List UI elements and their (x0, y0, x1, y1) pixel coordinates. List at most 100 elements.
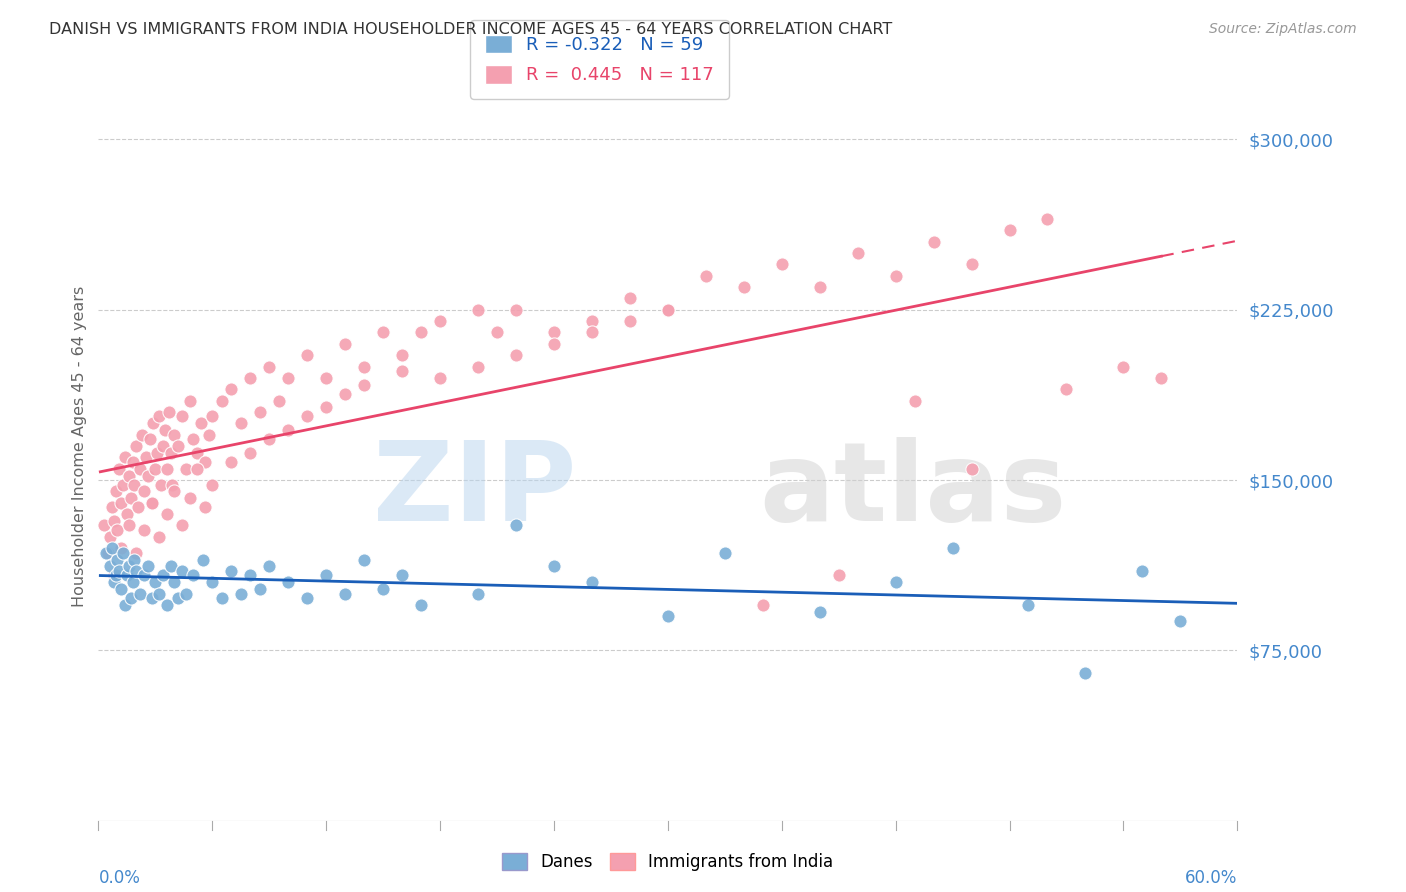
Point (112, 546, 135, 560)
Point (157, 405, 180, 419)
Point (107, 552, 129, 566)
Point (808, 605, 831, 619)
Point (146, 446, 169, 460)
Point (100, 541, 122, 556)
Point (211, 591, 233, 606)
Point (335, 586, 357, 600)
Point (221, 382, 243, 396)
Point (124, 552, 146, 566)
Point (110, 496, 132, 510)
Point (120, 591, 142, 606)
Point (110, 582, 132, 596)
Point (353, 377, 375, 392)
Point (136, 468, 159, 483)
Text: DANISH VS IMMIGRANTS FROM INDIA HOUSEHOLDER INCOME AGES 45 - 64 YEARS CORRELATIO: DANISH VS IMMIGRANTS FROM INDIA HOUSEHOL… (49, 22, 893, 37)
Point (353, 552, 375, 566)
Point (201, 409, 224, 424)
Point (249, 582, 271, 596)
Point (152, 568, 174, 582)
Point (159, 559, 181, 574)
Point (103, 575, 125, 590)
Point (249, 405, 271, 419)
Point (239, 371, 262, 385)
Point (1074, 666, 1097, 681)
Point (163, 575, 186, 590)
Point (114, 450, 136, 465)
Point (159, 446, 181, 460)
Point (467, 302, 489, 317)
Point (107, 523, 129, 537)
Point (98, 530, 121, 544)
Point (186, 461, 208, 475)
Point (156, 461, 179, 475)
Text: atlas: atlas (759, 437, 1066, 544)
Point (277, 371, 299, 385)
Point (960, 257, 983, 271)
Text: Source: ZipAtlas.com: Source: ZipAtlas.com (1209, 22, 1357, 37)
Point (120, 491, 142, 506)
Point (808, 280, 831, 294)
Point (183, 568, 205, 582)
Point (353, 359, 375, 374)
Point (486, 326, 509, 340)
Point (148, 530, 170, 544)
Point (141, 496, 163, 510)
Point (657, 302, 679, 317)
Point (132, 568, 155, 582)
Point (167, 439, 190, 453)
Text: 0.0%: 0.0% (98, 870, 141, 888)
Point (135, 450, 157, 465)
Point (100, 500, 122, 515)
Point (108, 564, 131, 578)
Point (904, 393, 927, 408)
Point (163, 427, 186, 442)
Point (267, 393, 290, 408)
Point (221, 564, 243, 578)
Point (884, 575, 907, 590)
Point (93, 518, 115, 533)
Point (998, 223, 1021, 237)
Point (170, 564, 193, 578)
Point (467, 359, 489, 374)
Point (1018, 598, 1040, 612)
Point (194, 500, 217, 515)
Point (581, 575, 603, 590)
Point (148, 586, 170, 600)
Point (1170, 614, 1192, 628)
Point (197, 427, 219, 442)
Point (118, 559, 141, 574)
Point (167, 591, 190, 606)
Point (297, 591, 319, 606)
Point (141, 591, 163, 606)
Point (142, 417, 165, 431)
Point (277, 575, 299, 590)
Point (153, 423, 176, 437)
Point (174, 586, 197, 600)
Point (129, 461, 152, 475)
Point (371, 326, 394, 340)
Point (183, 432, 205, 446)
Point (152, 439, 174, 453)
Point (190, 417, 212, 431)
Point (695, 268, 717, 283)
Point (297, 409, 319, 424)
Point (127, 500, 149, 515)
Point (156, 507, 179, 521)
Point (131, 427, 153, 442)
Point (110, 541, 132, 556)
Point (103, 514, 125, 528)
Text: 60.0%: 60.0% (1185, 870, 1237, 888)
Point (186, 446, 208, 460)
Point (752, 598, 775, 612)
Point (828, 568, 851, 582)
Point (505, 518, 527, 533)
Point (391, 568, 413, 582)
Point (156, 598, 179, 612)
Point (505, 348, 527, 362)
Point (1036, 211, 1059, 226)
Point (315, 371, 337, 385)
Point (733, 280, 755, 294)
Point (277, 423, 299, 437)
Point (335, 336, 357, 351)
Point (884, 268, 907, 283)
